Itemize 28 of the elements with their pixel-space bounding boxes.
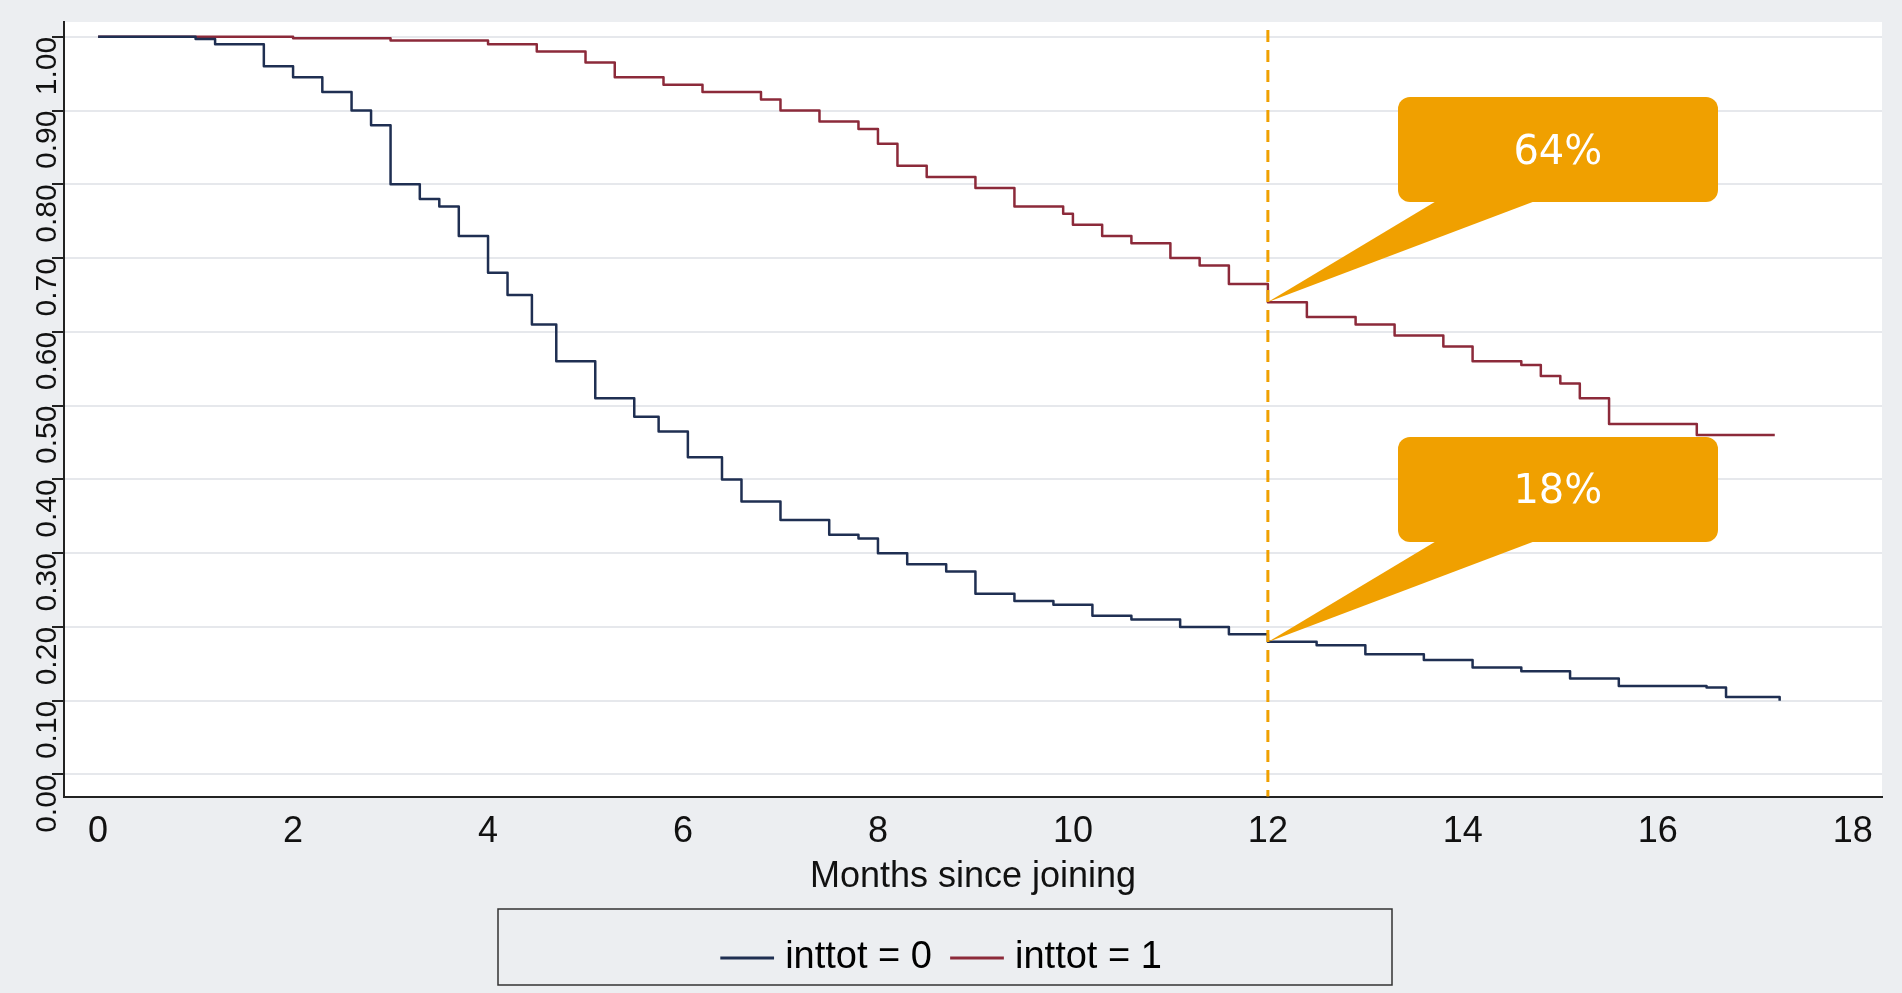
y-tick-label: 0.10	[29, 700, 63, 760]
legend-label: inttot = 1	[1015, 934, 1162, 977]
x-tick-label: 14	[1442, 809, 1483, 851]
x-tick-label: 4	[478, 809, 499, 851]
y-tick-label: 0.90	[29, 110, 63, 169]
x-tick-label: 6	[672, 809, 694, 851]
y-tick-label: 0.80	[29, 184, 63, 243]
x-axis-title: Months since joining	[809, 854, 1137, 896]
y-tick-label: 0.50	[29, 405, 63, 464]
x-tick-label: 8	[867, 809, 888, 851]
y-tick-label: 0.30	[29, 553, 63, 612]
legend-label: inttot = 0	[785, 934, 932, 977]
x-tick-label: 0	[88, 809, 109, 851]
x-tick-label: 10	[1052, 809, 1093, 851]
y-tick-label: 0.60	[29, 331, 63, 391]
annotation: 64%	[1397, 97, 1718, 203]
y-tick-label: 0.40	[29, 479, 63, 538]
callout-bubble: 18%	[1267, 436, 1718, 642]
callout-bubble: 64%	[1267, 97, 1718, 303]
annotation: 18%	[1397, 436, 1718, 542]
y-tick-label: 0.20	[29, 626, 63, 686]
x-tick-label: 12	[1247, 809, 1288, 851]
y-tick-label: 1.00	[29, 36, 63, 96]
y-tick-label: 0.00	[29, 774, 63, 833]
x-tick-label: 16	[1637, 809, 1678, 851]
y-tick-label: 0.70	[29, 258, 63, 317]
x-tick-label: 18	[1832, 809, 1873, 851]
x-tick-label: 2	[283, 809, 304, 851]
